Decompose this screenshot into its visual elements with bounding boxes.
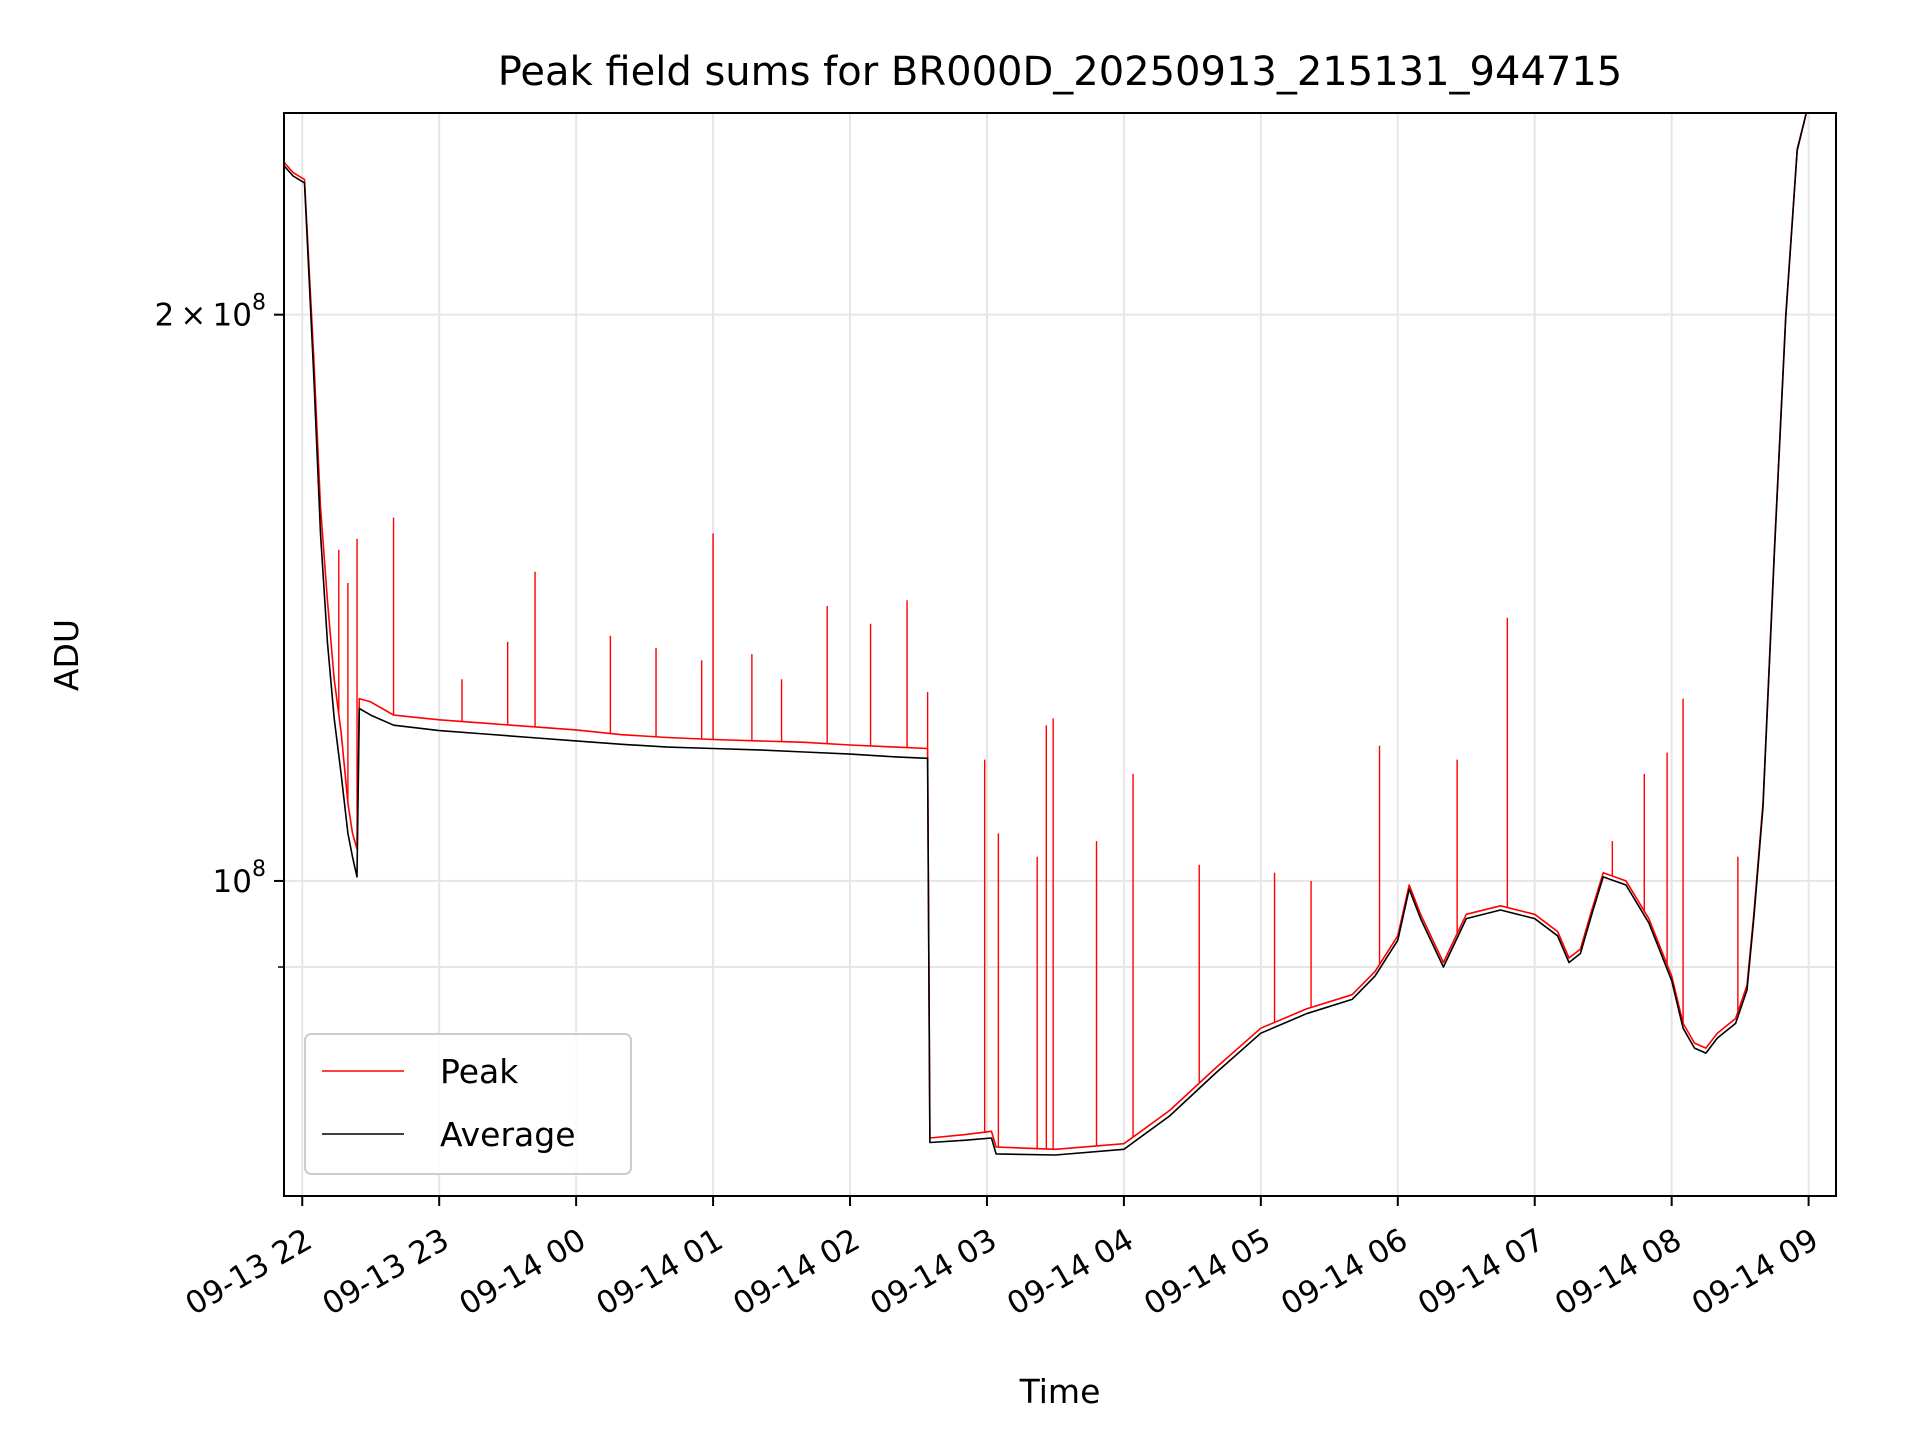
chart-title: Peak field sums for BR000D_20250913_2151… xyxy=(498,49,1623,95)
grid xyxy=(284,113,1836,1196)
series-peak xyxy=(284,113,1808,1151)
y-axis-label: ADU xyxy=(47,619,86,691)
y-tick-label: 108 xyxy=(213,857,266,900)
series-line-average xyxy=(284,113,1808,1156)
series-layer xyxy=(284,113,1808,1156)
legend-label-average: Average xyxy=(440,1115,576,1154)
y-tick-label: 2 × 108 xyxy=(154,291,266,334)
series-average xyxy=(284,113,1808,1156)
legend-label-peak: Peak xyxy=(440,1052,519,1091)
legend: Peak Average xyxy=(304,1033,632,1175)
plot-frame xyxy=(283,112,1837,1197)
x-axis-label: Time xyxy=(1019,1372,1101,1411)
legend-box xyxy=(304,1033,632,1175)
y-axis: 2 × 108 108 xyxy=(154,291,284,968)
